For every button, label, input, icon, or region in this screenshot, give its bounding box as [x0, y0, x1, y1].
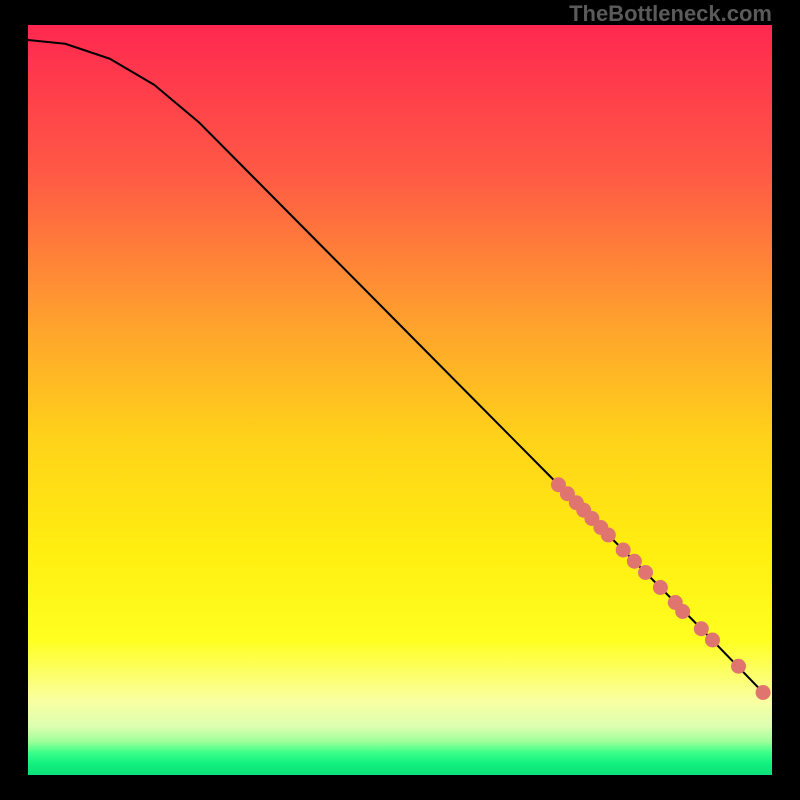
data-point	[675, 604, 690, 619]
data-point	[601, 528, 616, 543]
plot-area	[28, 25, 772, 775]
chart-svg	[28, 25, 772, 775]
data-point	[638, 565, 653, 580]
gradient-background	[28, 25, 772, 775]
data-point	[756, 685, 771, 700]
data-point	[694, 621, 709, 636]
data-point	[616, 543, 631, 558]
chart-frame: TheBottleneck.com	[0, 0, 800, 800]
data-point	[627, 554, 642, 569]
data-point	[731, 659, 746, 674]
watermark-text: TheBottleneck.com	[569, 1, 772, 27]
data-point	[653, 580, 668, 595]
data-point	[705, 633, 720, 648]
